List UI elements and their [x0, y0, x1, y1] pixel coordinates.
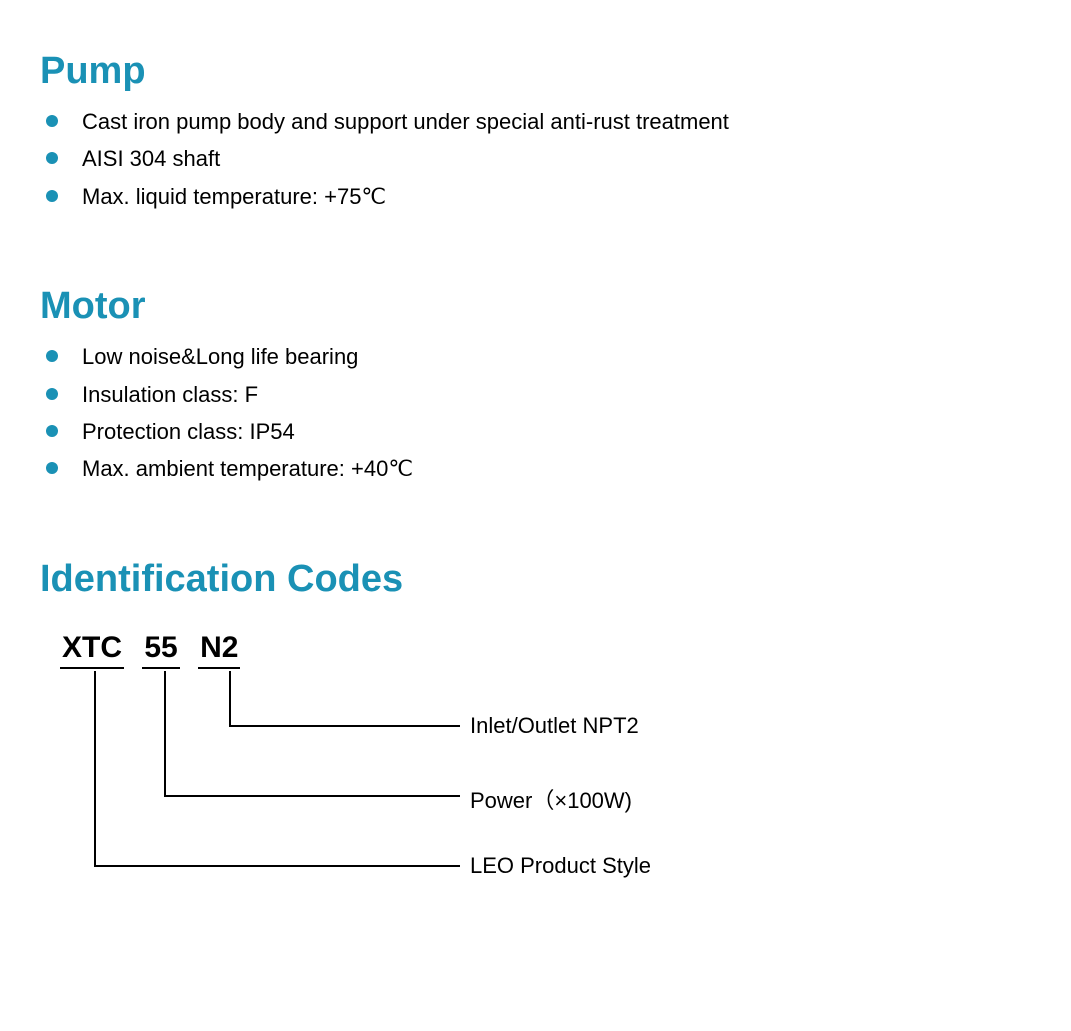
idcodes-heading: Identification Codes — [40, 558, 1031, 601]
pump-bullet: Cast iron pump body and support under sp… — [40, 103, 1031, 140]
diagram-lines — [60, 631, 480, 911]
exp-inlet-outlet: Inlet/Outlet NPT2 — [470, 713, 639, 739]
motor-section: Motor Low noise&Long life bearing Insula… — [40, 285, 1031, 488]
idcodes-diagram: XTC 55 N2 Inlet/Outlet NPT2 Power（×100W)… — [60, 631, 1031, 911]
motor-bullet: Insulation class: F — [40, 376, 1031, 413]
pump-bullet: Max. liquid temperature: +75℃ — [40, 178, 1031, 215]
exp-product-style: LEO Product Style — [470, 853, 651, 879]
pump-heading: Pump — [40, 50, 1031, 93]
motor-heading: Motor — [40, 285, 1031, 328]
exp-power: Power（×100W) — [470, 783, 632, 815]
pump-bullet: AISI 304 shaft — [40, 140, 1031, 177]
motor-list: Low noise&Long life bearing Insulation c… — [40, 338, 1031, 488]
idcodes-section: Identification Codes XTC 55 N2 Inlet/Out… — [40, 558, 1031, 911]
motor-bullet: Max. ambient temperature: +40℃ — [40, 450, 1031, 487]
pump-section: Pump Cast iron pump body and support und… — [40, 50, 1031, 215]
pump-list: Cast iron pump body and support under sp… — [40, 103, 1031, 215]
motor-bullet: Low noise&Long life bearing — [40, 338, 1031, 375]
motor-bullet: Protection class: IP54 — [40, 413, 1031, 450]
